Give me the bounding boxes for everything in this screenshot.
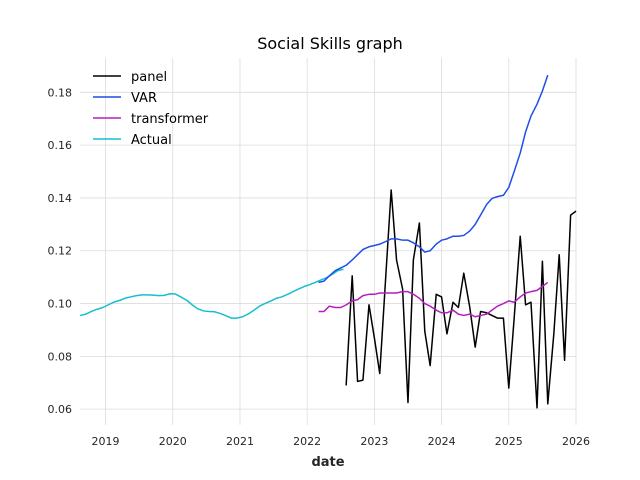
y-tick-label: 0.16 [48, 139, 73, 152]
y-tick-label: 0.18 [48, 86, 73, 99]
y-tick-label: 0.06 [48, 403, 73, 416]
y-axis-ticks: 0.06 0.08 0.10 0.12 0.14 0.16 0.18 [48, 86, 73, 416]
x-tick-label: 2022 [293, 435, 321, 448]
y-tick-label: 0.14 [48, 192, 73, 205]
chart-title: Social Skills graph [257, 34, 403, 53]
x-axis-label: date [311, 455, 344, 470]
legend-label: VAR [131, 91, 157, 106]
legend-label: transformer [131, 112, 209, 127]
x-axis-ticks: 2019 2020 2021 2022 2023 2024 2025 2026 [92, 435, 590, 448]
legend-label: Actual [131, 133, 172, 148]
y-tick-label: 0.08 [48, 350, 73, 363]
y-tick-label: 0.12 [48, 245, 73, 258]
x-tick-label: 2023 [360, 435, 388, 448]
x-tick-label: 2025 [495, 435, 523, 448]
series-layer [79, 74, 577, 409]
x-tick-label: 2019 [92, 435, 120, 448]
series-line-Actual [79, 268, 344, 319]
series-line-VAR [318, 74, 549, 284]
legend: panel VAR transformer Actual [93, 70, 209, 148]
series-line-panel [345, 189, 577, 409]
x-tick-label: 2020 [159, 435, 187, 448]
series-line-transformer [318, 281, 549, 318]
x-tick-label: 2024 [428, 435, 456, 448]
legend-label: panel [131, 70, 167, 85]
x-tick-label: 2021 [226, 435, 254, 448]
y-tick-label: 0.10 [48, 298, 73, 311]
x-tick-label: 2026 [562, 435, 590, 448]
